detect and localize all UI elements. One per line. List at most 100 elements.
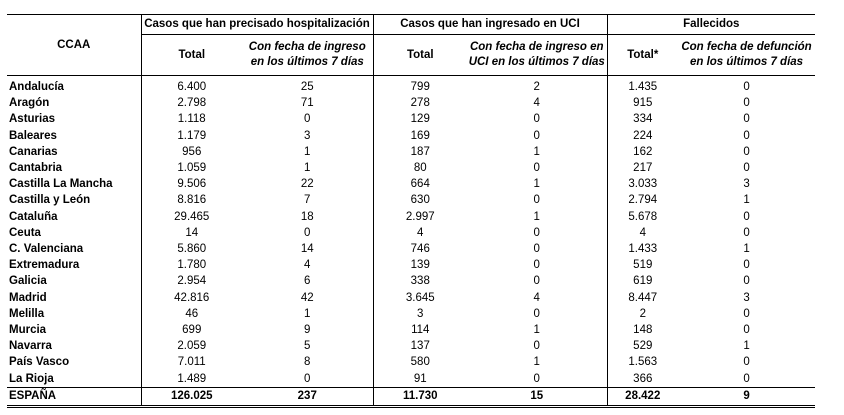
ccaa-name-cell: Baleares: [7, 127, 142, 144]
uci-total-cell: 2.997: [405, 210, 435, 223]
total-row: ESPAÑA 126.025 237 11.730 15 28.422 9: [7, 386, 816, 408]
uci-7d-header-line2: UCI en los últimos 7 días: [468, 56, 605, 68]
deaths-7d-cell: 0: [743, 129, 750, 142]
deaths-total-cell: 5.678: [628, 210, 658, 223]
uci-7d-cell: 0: [467, 305, 608, 323]
deaths-7d-cell: 9: [678, 386, 816, 408]
hosp-7d-cell: 14: [242, 241, 374, 258]
table-row: Castilla La Mancha 9.506 22 664 1 3.033 …: [7, 176, 815, 193]
hosp-7d-cell: 6: [242, 273, 374, 290]
hosp-total-cell: 9.506: [177, 178, 207, 191]
deaths-7d-cell: 1: [743, 243, 750, 256]
uci-total-cell: 338: [410, 275, 430, 288]
deaths-7d-header: Con fecha de defunción en los últimos 7 …: [678, 34, 816, 76]
hosp-total-cell: 2.954: [177, 275, 207, 288]
hosp-7d-cell: 0: [242, 224, 374, 242]
deaths-7d-cell: 0: [743, 275, 750, 288]
uci-7d-cell: 0: [467, 273, 608, 290]
ccaa-name-cell: País Vasco: [7, 354, 142, 371]
deaths-7d-cell: 0: [743, 162, 750, 175]
uci-7d-cell: 1: [467, 176, 608, 193]
uci-total-cell: 114: [411, 324, 430, 337]
deaths-total-cell: 8.447: [628, 291, 658, 304]
ccaa-name-cell: Cantabria: [7, 160, 142, 177]
hosp-total-cell: 8.816: [177, 194, 207, 207]
deaths-total-header: Total*: [607, 34, 679, 76]
deaths-7d-cell: 0: [743, 259, 750, 272]
uci-7d-cell: 4: [467, 95, 608, 112]
table-row: Asturias 1.118 0 129 0 334 0: [7, 111, 815, 128]
table-row: La Rioja 1.489 0 91 0 366 0: [7, 370, 815, 388]
uci-7d-cell: 15: [467, 386, 608, 408]
deaths-7d-cell: 0: [743, 210, 750, 223]
ccaa-header: CCAA: [7, 14, 142, 76]
uci-7d-cell: 0: [467, 257, 608, 274]
hosp-total-cell: 126.025: [141, 386, 242, 408]
deaths-7d-cell: 0: [743, 145, 750, 158]
hosp-total-cell: 1.179: [177, 129, 207, 142]
hosp-7d-cell: 5: [242, 338, 374, 355]
deaths-total-cell: 3.033: [628, 178, 658, 191]
ccaa-name-cell: Castilla y León: [7, 192, 142, 209]
uci-total-cell: 137: [410, 340, 430, 353]
hosp-7d-cell: 9: [242, 322, 374, 339]
hosp-total-cell: 6.400: [177, 81, 207, 93]
uci-total-cell: 278: [410, 97, 430, 110]
table-row: Cataluña 29.465 18 2.997 1 5.678 0: [7, 208, 815, 225]
hosp-total-cell: 1.059: [177, 162, 207, 175]
ccaa-name-cell: Castilla La Mancha: [7, 176, 142, 193]
hospitalization-group-header: Casos que han precisado hospitalización: [141, 14, 374, 35]
uci-7d-cell: 0: [467, 160, 608, 177]
deaths-total-cell: 2: [639, 307, 646, 320]
table-row: Canarias 956 1 187 1 162 0: [7, 143, 815, 161]
hosp-7d-cell: 8: [242, 354, 374, 371]
deaths-total-cell: 529: [633, 340, 653, 353]
uci-total-cell: 746: [410, 243, 430, 256]
uci-7d-cell: 0: [467, 338, 608, 355]
deaths-total-cell: 1.435: [628, 81, 658, 93]
deaths-7d-cell: 0: [743, 113, 750, 126]
uci-7d-cell: 1: [467, 208, 608, 225]
deaths-7d-cell: 0: [743, 372, 750, 385]
table-row: Murcia 699 9 114 1 148 0: [7, 322, 815, 339]
hosp-total-cell: 956: [182, 145, 202, 158]
hosp-7d-cell: 1: [242, 143, 374, 161]
ccaa-name-cell: Murcia: [7, 322, 142, 339]
table-row: Aragón 2.798 71 278 4 915 0: [7, 95, 815, 112]
ccaa-name-cell: Extremadura: [7, 257, 142, 274]
uci-7d-header: Con fecha de ingreso en UCI en los últim…: [467, 34, 608, 76]
hosp-7d-cell: 1: [242, 160, 374, 177]
hosp-7d-cell: 0: [242, 370, 374, 388]
deaths-7d-cell: 0: [743, 307, 750, 320]
deaths-7d-cell: 1: [743, 340, 750, 353]
table-row: Madrid 42.816 42 3.645 4 8.447 3: [7, 289, 815, 306]
deaths-7d-cell: 0: [743, 226, 750, 239]
ccaa-name-cell: Canarias: [7, 143, 142, 161]
group-header-row: CCAA Casos que han precisado hospitaliza…: [7, 14, 816, 76]
deaths-7d-cell: 3: [743, 178, 750, 191]
deaths-total-cell: 519: [633, 259, 653, 272]
uci-total-cell: 580: [410, 356, 430, 369]
uci-total-cell: 630: [410, 194, 430, 207]
table-row: Extremadura 1.780 4 139 0 519 0: [7, 257, 815, 274]
hosp-7d-header-line2: en los últimos 7 días: [250, 56, 364, 68]
hosp-7d-cell: 18: [242, 208, 374, 225]
table-row: País Vasco 7.011 8 580 1 1.563 0: [7, 354, 815, 371]
hosp-7d-cell: 25: [242, 75, 374, 96]
uci-7d-cell: 1: [467, 143, 608, 161]
hosp-7d-cell: 22: [242, 176, 374, 193]
uci-total-cell: 3.645: [405, 291, 435, 304]
hosp-total-cell: 7.011: [177, 356, 206, 369]
deaths-total-cell: 915: [633, 97, 653, 110]
uci-total-cell: 799: [410, 81, 430, 93]
hosp-7d-cell: 237: [242, 386, 374, 408]
deaths-total-cell: 1.433: [628, 243, 658, 256]
subheader-row: Total Con fecha de ingreso en los último…: [7, 34, 816, 76]
deaths-7d-cell: 1: [743, 194, 750, 207]
hosp-total-cell: 1.780: [177, 259, 207, 272]
hosp-total-cell: 1.489: [177, 372, 207, 385]
uci-total-cell: 91: [413, 372, 427, 385]
uci-7d-cell: 1: [467, 354, 608, 371]
table-row: C. Valenciana 5.860 14 746 0 1.433 1: [7, 241, 815, 258]
hosp-total-cell: 2.798: [177, 97, 207, 110]
